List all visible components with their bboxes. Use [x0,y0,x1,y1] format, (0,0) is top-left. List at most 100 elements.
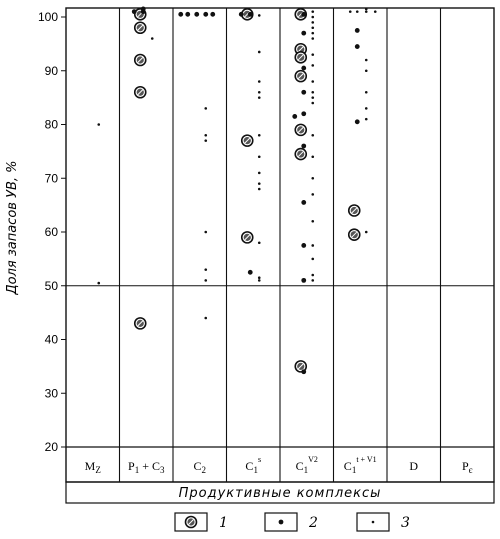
data-point-large-hatch [297,363,304,370]
data-point-medium [238,11,244,17]
data-point-small [364,90,368,94]
data-point-small [257,80,261,83]
data-point-medium [178,11,184,17]
data-point-small [311,273,315,277]
legend-marker-large-hatch [188,519,194,525]
data-point-small [311,155,315,159]
legend-box [264,512,298,532]
data-point-small [257,171,261,175]
data-point-large-hatch [297,46,304,53]
legend-marker-medium [278,519,284,525]
data-point-small [311,176,315,180]
data-point-small [257,182,261,185]
data-point-small [364,58,368,62]
data-point-large-hatch [297,151,304,157]
data-point-large-hatch [351,207,358,214]
data-point-small [355,10,359,13]
data-point-medium [247,11,253,17]
y-tick-label: 70 [45,171,59,185]
data-point-small [204,230,208,234]
data-point-small [311,53,315,56]
data-point-medium [354,119,360,125]
data-point-medium [301,111,307,117]
data-point-large-hatch [297,127,304,133]
data-point-medium [301,143,307,149]
data-point-small [311,101,315,105]
y-tick-label: 40 [45,333,59,347]
data-point-medium [301,369,307,375]
y-tick-label: 100 [38,10,58,24]
y-tick-label: 50 [45,279,59,293]
data-point-small [257,279,261,282]
data-point-small [97,281,101,285]
category-label: C1s [245,455,261,475]
data-point-large-hatch [351,231,358,238]
data-point-small [364,69,368,73]
data-point-medium [301,277,307,283]
data-point-small [204,268,208,271]
y-tick-label: 30 [45,386,59,400]
category-label: P1 + C3 [128,459,165,475]
data-point-large-hatch [297,73,304,79]
data-point-small [311,64,315,67]
data-point-medium [301,89,307,95]
data-point-small [311,90,315,94]
data-point-small [311,15,315,19]
data-point-medium [247,269,253,275]
data-point-medium [301,30,307,36]
data-point-small [257,155,261,159]
x-axis-title: Продуктивные комплексы [179,486,382,501]
category-label: C1t + V1 [344,455,377,475]
data-point-small [373,10,377,13]
legend-box [356,512,390,532]
data-point-medium [301,243,307,248]
data-point-small [311,193,315,196]
legend-label: 2 [308,515,318,531]
data-point-medium [354,28,360,33]
category-label: D [409,459,418,473]
data-point-medium [131,9,137,15]
data-point-small [257,96,261,99]
data-point-small [257,276,261,279]
data-point-small [150,37,154,40]
data-point-large-hatch [137,89,144,96]
legend-marker-small [371,520,375,524]
category-label: C1V2 [296,455,318,475]
y-tick-label: 60 [45,225,59,239]
data-point-small [311,219,315,223]
data-point-large-hatch [244,137,251,144]
legend-label: 3 [401,515,410,531]
data-point-small [311,96,315,99]
category-label: Pє [462,459,473,475]
legend-label: 1 [219,515,228,531]
data-point-large-hatch [297,54,304,61]
data-point-small [311,37,315,40]
data-point-small [257,241,261,245]
category-label: C2 [193,459,206,475]
data-point-small [204,316,208,320]
data-point-small [257,50,261,54]
category-label: MZ [85,459,101,475]
data-point-large-hatch [137,320,144,327]
data-point-small [204,279,208,282]
data-point-small [204,107,208,110]
data-point-large-hatch [244,234,251,241]
data-point-small [257,133,261,137]
data-point-medium [194,11,200,17]
data-point-medium [185,11,191,17]
data-point-small [311,10,315,13]
data-point-large-hatch [137,24,144,31]
data-point-small [311,244,315,247]
y-axis-title: Доля запасов УВ, % [5,160,20,295]
data-point-medium [292,114,298,119]
legend-box [174,512,208,532]
data-point-medium [210,11,216,17]
data-point-small [348,10,352,13]
data-point-large-hatch [137,57,144,63]
data-point-small [257,90,261,94]
data-point-small [364,107,368,110]
data-point-medium [301,11,307,17]
data-point-small [364,10,368,13]
data-point-small [311,133,315,137]
